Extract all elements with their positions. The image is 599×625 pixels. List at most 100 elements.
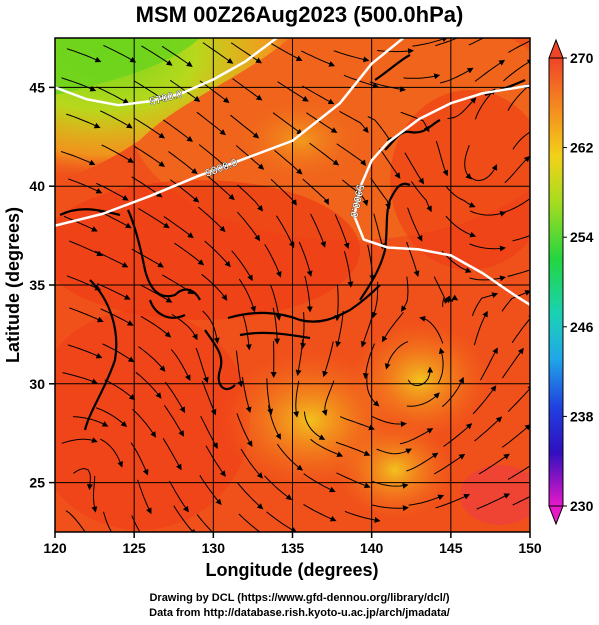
- y-tick-label: 25: [29, 475, 45, 491]
- x-tick-label: 145: [439, 540, 463, 556]
- streamline-arrow: [406, 452, 439, 472]
- streamline-arrow: [200, 415, 218, 449]
- streamline-arrow: [407, 207, 423, 242]
- streamline-arrow: [343, 74, 379, 89]
- streamline-arrow: [474, 59, 506, 82]
- streamline-arrow: [205, 445, 226, 477]
- streamline-arrow: [334, 284, 341, 322]
- streamline-arrow: [103, 44, 137, 63]
- streamline-arrow: [63, 215, 98, 232]
- streamline-arrow: [476, 493, 511, 510]
- streamline-arrow: [336, 143, 366, 167]
- streamline-arrow: [381, 311, 404, 343]
- streamline-arrow: [366, 373, 380, 407]
- streamline-arrow: [230, 114, 260, 139]
- streamline-arrow: [340, 416, 375, 431]
- streamline-arrow: [339, 110, 369, 134]
- streamline-arrow: [403, 73, 441, 80]
- streamline-arrow: [202, 42, 234, 64]
- streamline-arrow: [69, 240, 104, 256]
- streamline-arrow: [508, 40, 530, 53]
- streamline-arrow: [469, 210, 507, 217]
- streamline-arrow: [321, 380, 335, 416]
- streamline-arrow: [240, 448, 263, 479]
- x-tick-label: 125: [122, 540, 146, 556]
- streamline-arrow: [174, 242, 205, 266]
- streamline-arrow: [295, 339, 304, 376]
- streamline-arrow: [66, 48, 102, 63]
- streamline-arrow: [367, 116, 393, 144]
- streamline-arrow: [164, 381, 186, 414]
- colorbar-tick-label: 230: [570, 498, 594, 514]
- streamline-arrow: [133, 117, 166, 139]
- streamline-arrow: [298, 241, 313, 277]
- streamline-arrow: [100, 438, 123, 468]
- streamline-arrow: [441, 376, 464, 408]
- streamline-arrow: [399, 428, 434, 445]
- streamline-arrow: [371, 415, 407, 428]
- streamline-arrow: [196, 111, 226, 136]
- streamline-arrow: [237, 482, 264, 510]
- streamline-arrow: [443, 423, 473, 447]
- streamline-arrow: [335, 441, 371, 456]
- streamline-arrow: [472, 385, 497, 415]
- streamline-arrow: [512, 131, 530, 150]
- streamline-arrow: [301, 50, 336, 67]
- streamline-arrow: [293, 380, 300, 418]
- streamline-arrow: [445, 185, 476, 208]
- streamline-arrow: [170, 349, 191, 381]
- streamline-arrow: [163, 119, 193, 142]
- colorbar-tick-label: 262: [570, 140, 594, 156]
- streamline-arrow: [237, 184, 263, 212]
- streamline-arrow: [507, 384, 530, 412]
- streamline-arrow: [138, 346, 166, 372]
- streamline-arrow: [504, 155, 530, 184]
- streamline-arrow: [275, 215, 295, 249]
- streamline-arrow: [469, 243, 506, 252]
- colorbar-bottom-arrow: [548, 505, 564, 526]
- streamline-arrow: [101, 144, 134, 163]
- streamline-arrow: [100, 308, 134, 326]
- streamline-arrow: [61, 437, 98, 444]
- streamline-arrow: [201, 273, 228, 301]
- streamline-arrow: [237, 211, 261, 242]
- streamline-arrow: [507, 269, 530, 277]
- streamline-arrow: [231, 250, 253, 282]
- streamline-arrow: [230, 42, 262, 64]
- temperature-field: [55, 38, 530, 532]
- streamline-arrow: [433, 453, 466, 475]
- x-tick-label: 120: [43, 540, 67, 556]
- streamline-arrow: [238, 513, 268, 532]
- streamline-arrow: [99, 110, 133, 129]
- streamline-arrow: [384, 341, 409, 370]
- streamline-arrow: [67, 344, 103, 359]
- streamline-arrow: [69, 307, 104, 323]
- colorbar-tick-label: 270: [570, 50, 594, 66]
- streamline-arrow: [302, 85, 335, 105]
- streamline-arrow: [473, 310, 488, 346]
- streamline-arrow: [95, 407, 128, 428]
- streamline-arrow: [478, 453, 510, 475]
- streamline-arrow: [309, 142, 340, 166]
- streamline-arrow: [104, 379, 136, 401]
- streamline-arrow: [369, 81, 406, 93]
- x-tick-label: 130: [202, 540, 226, 556]
- streamline-arrow: [400, 276, 409, 312]
- streamline-arrow: [474, 416, 503, 442]
- y-tick-label: 30: [29, 376, 45, 392]
- streamline-arrow: [264, 475, 293, 501]
- streamline-arrow: [501, 347, 524, 379]
- streamline-arrow: [303, 473, 336, 493]
- streamline-arrow: [503, 195, 530, 213]
- streamline-arrow: [447, 97, 477, 119]
- colorbar-top-arrow: [548, 38, 564, 59]
- streamline-arrow: [343, 251, 354, 288]
- streamline-arrow: [471, 292, 499, 316]
- streamline-arrow: [133, 80, 166, 101]
- streamline-arrow: [376, 448, 412, 455]
- streamline-arrow: [274, 150, 303, 175]
- streamline-arrow: [96, 86, 130, 104]
- streamline-arrow: [241, 376, 252, 414]
- streamline-arrow: [141, 45, 173, 66]
- streamline-arrow: [94, 250, 129, 268]
